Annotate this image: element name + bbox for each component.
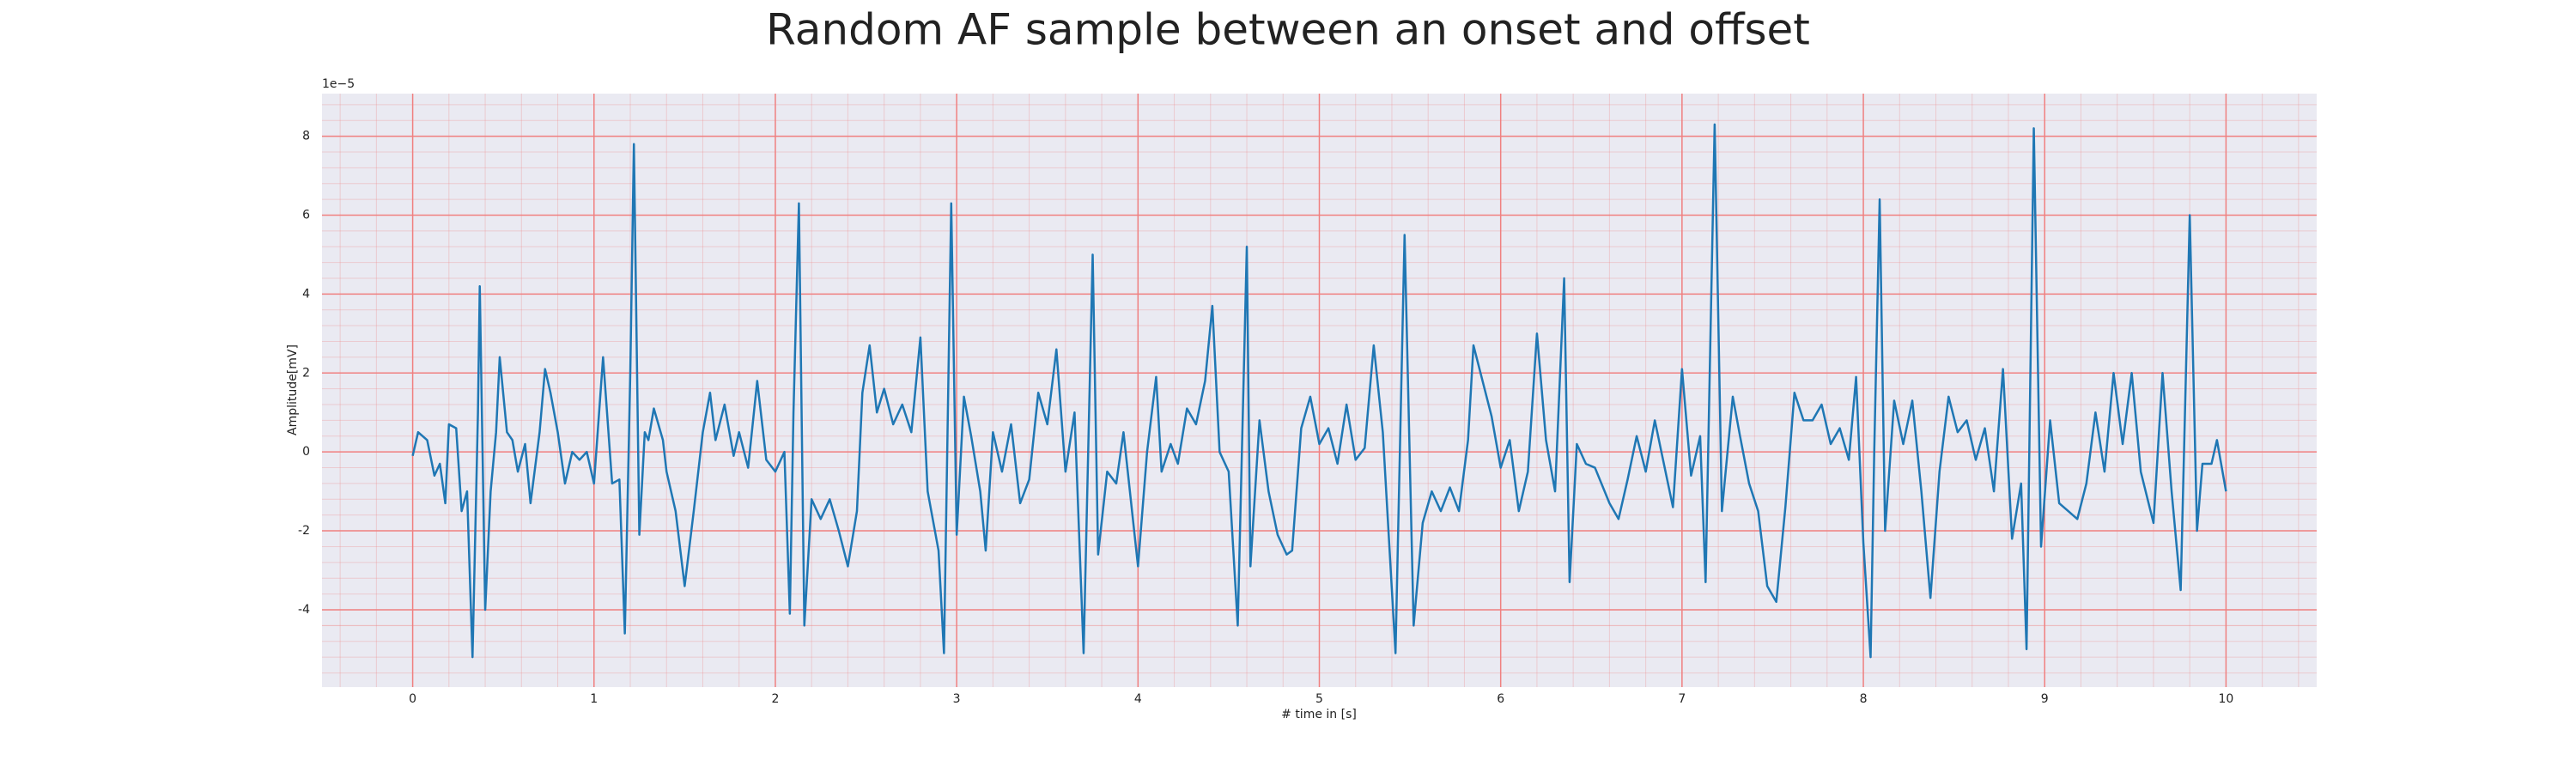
y-tick-label: 6 bbox=[302, 209, 310, 222]
chart-title: Random AF sample between an onset and of… bbox=[766, 5, 1810, 55]
offset-label: 1e−5 bbox=[322, 77, 355, 91]
y-axis-label: Amplitude[mV] bbox=[286, 344, 300, 435]
x-tick-label: 6 bbox=[1497, 692, 1504, 706]
y-tick-label: 8 bbox=[302, 130, 310, 143]
x-tick-label: 4 bbox=[1134, 692, 1142, 706]
x-tick-label: 0 bbox=[409, 692, 416, 706]
y-tick-label: 2 bbox=[302, 366, 310, 380]
x-tick-label: 8 bbox=[1860, 692, 1868, 706]
x-tick-label: 1 bbox=[590, 692, 598, 706]
x-tick-label: 10 bbox=[2218, 692, 2233, 706]
x-axis-label: # time in [s] bbox=[1281, 708, 1357, 721]
x-tick-label: 3 bbox=[953, 692, 961, 706]
x-tick-label: 7 bbox=[1678, 692, 1686, 706]
y-tick-label: 4 bbox=[302, 287, 310, 301]
line-series bbox=[411, 123, 2227, 659]
y-tick-label: -2 bbox=[298, 524, 310, 538]
x-tick-label: 9 bbox=[2041, 692, 2049, 706]
x-tick-label: 2 bbox=[771, 692, 779, 706]
y-tick-label: -4 bbox=[298, 603, 310, 617]
y-tick-label: 0 bbox=[302, 445, 310, 459]
x-tick-label: 5 bbox=[1315, 692, 1323, 706]
